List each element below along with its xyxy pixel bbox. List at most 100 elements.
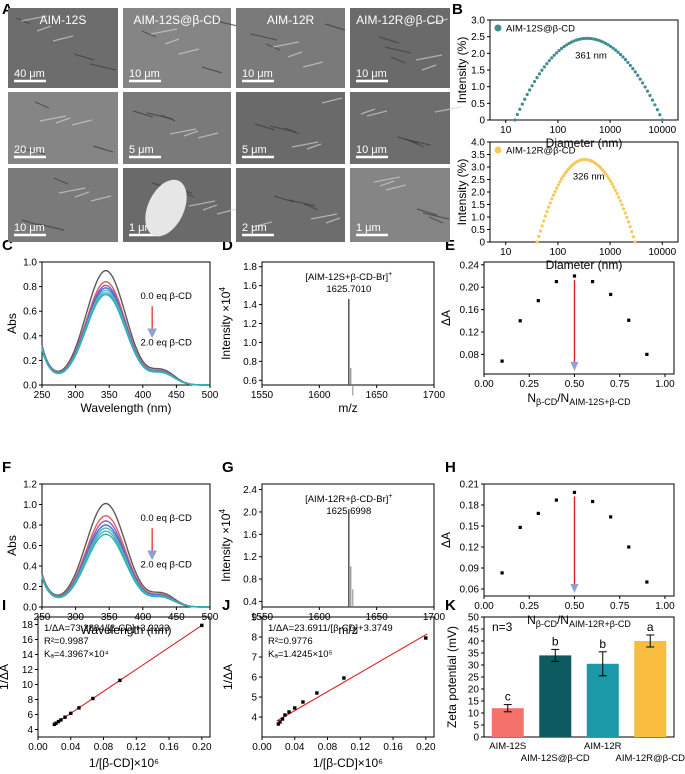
data-point bbox=[548, 201, 552, 205]
fit-equation: 1/ΔA=23.6911/[β-CD]+3.3749 bbox=[268, 623, 393, 634]
data-point bbox=[626, 220, 631, 224]
x-tick-label: 10000 bbox=[648, 125, 676, 136]
sem-texture bbox=[273, 195, 295, 203]
y-tick-label: 7 bbox=[251, 653, 257, 664]
data-point bbox=[537, 72, 542, 76]
data-point bbox=[605, 174, 609, 178]
panel-label-c: C bbox=[2, 237, 13, 254]
y-tick-label: 2.0 bbox=[471, 49, 485, 60]
y-axis-label: 1/ΔA bbox=[0, 664, 11, 690]
y-tick-label: 0.8 bbox=[243, 575, 257, 586]
y-tick-label: 0.4 bbox=[243, 597, 257, 608]
y-tick-label: 25 bbox=[468, 673, 480, 684]
x-tick-label: 1550 bbox=[251, 390, 274, 401]
y-tick-label: 0.18 bbox=[460, 501, 480, 512]
data-point bbox=[563, 172, 567, 176]
x-tick-label: 0.12 bbox=[127, 742, 147, 753]
x-tick-label: 1000 bbox=[599, 247, 622, 258]
sem-texture bbox=[92, 145, 114, 153]
sem-texture bbox=[378, 36, 400, 44]
plot-frame bbox=[37, 616, 211, 738]
x-axis-label: Diameter (nm) bbox=[546, 258, 623, 272]
data-point bbox=[530, 84, 534, 88]
x-tick-label: 10000 bbox=[648, 247, 676, 258]
x-tick-label: 0.00 bbox=[252, 742, 272, 753]
data-point bbox=[518, 525, 522, 529]
data-point bbox=[643, 85, 647, 89]
data-point bbox=[59, 718, 63, 722]
y-tick-label: 0.15 bbox=[460, 522, 480, 533]
annotation-bottom: 2.0 eq β-CD bbox=[140, 338, 192, 349]
sem-texture bbox=[164, 38, 180, 45]
binding-constant: Kₐ=4.3967×10⁴ bbox=[44, 649, 109, 660]
x-tick-label: 1000 bbox=[599, 125, 622, 136]
x-tick-label: 0.04 bbox=[61, 742, 81, 753]
data-point bbox=[547, 59, 551, 63]
data-point bbox=[424, 636, 428, 640]
data-point bbox=[633, 70, 637, 74]
plot-frame bbox=[483, 261, 675, 375]
x-tick-label: 1700 bbox=[423, 390, 446, 401]
sem-cell: 10 μm bbox=[236, 8, 346, 88]
y-tick-label: 45 bbox=[468, 625, 480, 636]
sem-texture bbox=[21, 219, 43, 227]
data-point bbox=[636, 73, 640, 78]
sem-texture bbox=[202, 204, 218, 211]
y-tick-label: 0.0 bbox=[23, 381, 37, 392]
spectrum-line bbox=[41, 293, 210, 386]
sem-texture bbox=[288, 199, 316, 207]
y-tick-label: 0.8 bbox=[23, 282, 37, 293]
sem-texture bbox=[254, 123, 276, 131]
sem-texture bbox=[379, 180, 395, 187]
data-point bbox=[550, 56, 554, 60]
legend-label: AIM-12S@β-CD bbox=[506, 24, 575, 35]
sem-texture bbox=[197, 132, 219, 139]
data-point bbox=[315, 691, 319, 695]
sem-texture bbox=[52, 35, 74, 42]
data-point bbox=[618, 52, 623, 57]
panel-label-b: B bbox=[452, 1, 463, 18]
sem-cell: 40 μm bbox=[8, 8, 118, 88]
y-tick-label: 0.12 bbox=[460, 328, 480, 339]
data-point bbox=[518, 107, 522, 111]
panel-label-f: F bbox=[2, 459, 11, 476]
sem-texture bbox=[416, 208, 438, 216]
sem-texture bbox=[324, 23, 346, 31]
y-tick-label: 5 bbox=[473, 721, 479, 732]
x-axis-label: Nβ-CD/NAIM-12R+β-CD bbox=[527, 613, 631, 629]
y-tick-label: 2.5 bbox=[471, 32, 485, 43]
data-point bbox=[200, 623, 204, 628]
scale-bar-label: 40 μm bbox=[14, 68, 45, 80]
y-tick-label: 4 bbox=[251, 713, 257, 724]
y-tick-label: 1.6 bbox=[243, 281, 257, 292]
y-tick-label: 1.0 bbox=[23, 500, 37, 511]
x-tick-label: 0.25 bbox=[520, 379, 540, 390]
plot-frame bbox=[489, 19, 679, 121]
sem-texture bbox=[183, 130, 199, 137]
sem-texture bbox=[250, 33, 278, 41]
data-point bbox=[278, 720, 282, 724]
sem-cell: 10 μm bbox=[350, 92, 462, 164]
sem-column-title: AIM-12R bbox=[267, 13, 315, 27]
x-tick-label: 0.25 bbox=[520, 601, 540, 612]
data-point bbox=[554, 280, 558, 284]
data-point bbox=[572, 274, 577, 278]
y-tick-label: 0 bbox=[479, 116, 485, 127]
sem-image bbox=[123, 8, 231, 88]
sem-texture bbox=[390, 56, 406, 64]
data-point bbox=[554, 498, 558, 502]
x-tick-label: 0.50 bbox=[565, 601, 585, 612]
y-tick-label: 12 bbox=[22, 665, 34, 676]
sem-cell: 5 μm bbox=[123, 92, 231, 164]
y-tick-label: 1.6 bbox=[243, 530, 257, 541]
data-point bbox=[604, 172, 608, 176]
y-tick-label: 1.0 bbox=[23, 258, 37, 269]
bar bbox=[634, 641, 667, 737]
data-point bbox=[557, 48, 561, 53]
data-point bbox=[616, 50, 620, 54]
y-tick-label: 1.2 bbox=[23, 480, 37, 491]
x-tick-label: 10 bbox=[500, 247, 512, 258]
data-point bbox=[582, 36, 586, 41]
sem-column-title: AIM-12R@β-CD bbox=[356, 13, 444, 27]
data-point bbox=[520, 102, 524, 106]
